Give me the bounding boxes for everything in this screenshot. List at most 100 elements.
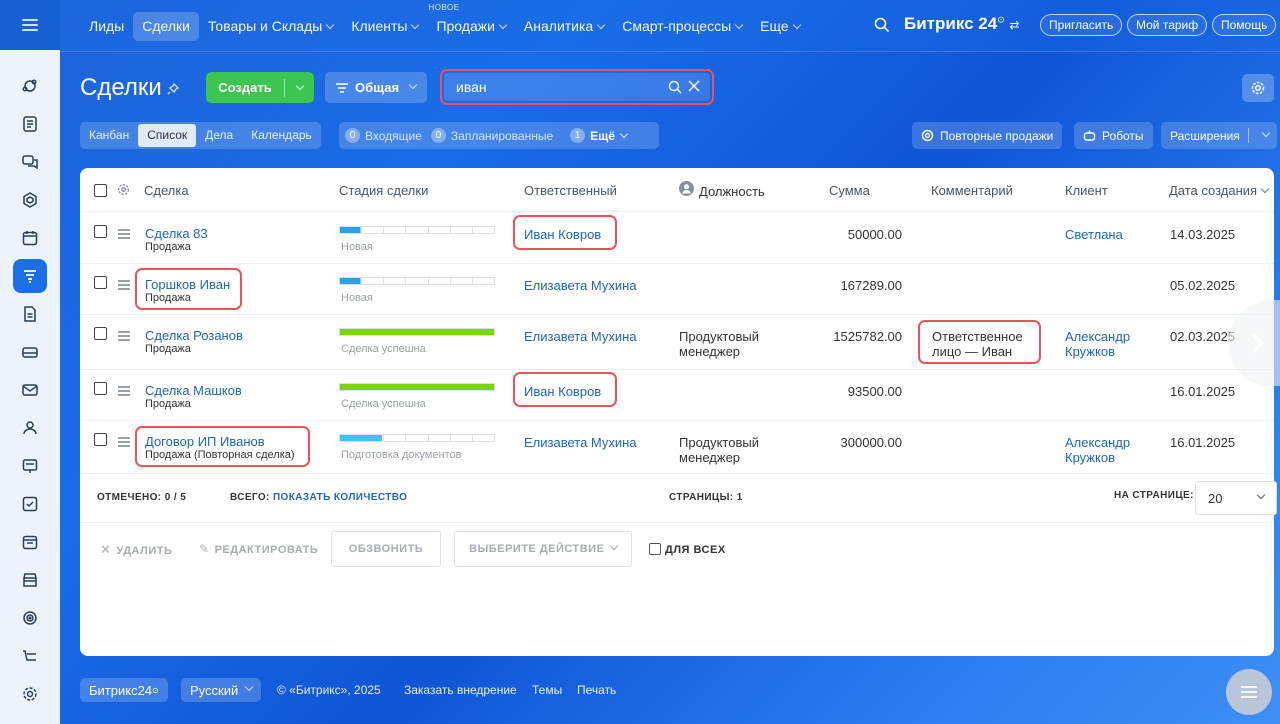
mail-icon[interactable]: [13, 373, 47, 407]
client-link[interactable]: Светлана: [1065, 227, 1123, 242]
language-select[interactable]: Русский: [181, 678, 262, 702]
nav-item-7[interactable]: Еще: [751, 12, 809, 41]
view-tab-2[interactable]: Дела: [205, 128, 234, 142]
row-checkbox[interactable]: [94, 433, 107, 446]
show-count-link[interactable]: ПОКАЗАТЬ КОЛИЧЕСТВО: [272, 492, 408, 503]
responsible-link[interactable]: Иван Ковров: [524, 384, 602, 399]
row-checkbox[interactable]: [94, 225, 107, 238]
search-icon[interactable]: [874, 17, 890, 33]
extensions-button[interactable]: Расширения: [1161, 122, 1277, 149]
create-dropdown-icon[interactable]: [285, 81, 314, 91]
crm-filter-icon[interactable]: [13, 259, 47, 293]
drag-handle-icon[interactable]: [118, 280, 130, 290]
chat-launcher-button[interactable]: [1226, 669, 1272, 715]
deal-title-link[interactable]: Договор ИП Иванов: [145, 434, 265, 449]
col-stage[interactable]: Стадия сделки: [339, 183, 429, 198]
col-responsible[interactable]: Ответственный: [524, 183, 617, 198]
row-checkbox[interactable]: [94, 276, 107, 289]
stage-progress-bar[interactable]: [339, 434, 495, 442]
hexagon-icon[interactable]: [13, 183, 47, 217]
nav-item-6[interactable]: Смарт-процессы: [613, 12, 751, 41]
for-all-checkbox[interactable]: [649, 543, 661, 555]
collab-icon[interactable]: [13, 69, 47, 103]
invite-button[interactable]: Пригласить: [1040, 14, 1123, 36]
client-link[interactable]: Александр Кружков: [1065, 329, 1131, 359]
drive-icon[interactable]: [13, 335, 47, 369]
deal-title-link[interactable]: Сделка Машков: [145, 383, 242, 398]
col-comment[interactable]: Комментарий: [931, 183, 1013, 198]
incoming-label[interactable]: Входящие: [365, 128, 422, 143]
shop-icon[interactable]: [13, 563, 47, 597]
more-counters-button[interactable]: Ещё: [590, 129, 629, 143]
edit-action[interactable]: ✎ РЕДАКТИРОВАТЬ: [199, 542, 318, 556]
chevron-down-icon[interactable]: [1255, 128, 1277, 139]
themes-link[interactable]: Темы: [532, 683, 563, 697]
table-row[interactable]: Горшков Иван Продажа Новая Елизавета Мухина…: [80, 263, 1274, 314]
brand-logo[interactable]: Битрикс 24⊙ ⇄: [904, 14, 1020, 33]
repeat-sales-button[interactable]: Повторные продажи: [912, 122, 1063, 149]
help-button[interactable]: Помощь: [1212, 14, 1277, 36]
responsible-link[interactable]: Елизавета Мухина: [524, 278, 637, 293]
filter-preset-button[interactable]: Общая: [325, 72, 427, 103]
nav-item-1[interactable]: Сделки: [133, 11, 199, 41]
select-action-dropdown[interactable]: ВЫБЕРИТЕ ДЕЙСТВИЕ: [454, 531, 632, 567]
users-icon[interactable]: [13, 411, 47, 445]
view-tab-1[interactable]: Список: [138, 124, 197, 147]
feed-icon[interactable]: [13, 107, 47, 141]
nav-item-5[interactable]: Аналитика: [515, 12, 613, 41]
document-icon[interactable]: [13, 297, 47, 331]
drag-handle-icon[interactable]: [118, 331, 130, 341]
drag-handle-icon[interactable]: [118, 437, 130, 447]
call-button[interactable]: ОБЗВОНИТЬ: [331, 531, 441, 567]
nav-item-4[interactable]: НОВОЕ Продажи: [427, 3, 514, 41]
responsible-link[interactable]: Иван Ковров: [524, 227, 602, 242]
drag-handle-icon[interactable]: [118, 229, 130, 239]
target-icon[interactable]: [13, 601, 47, 635]
deal-title-link[interactable]: Сделка Розанов: [145, 328, 243, 343]
table-row[interactable]: Сделка Машков Продажа Сделка успешна Иван К…: [80, 369, 1274, 420]
table-row[interactable]: Сделка Розанов Продажа Сделка успешна Елиза…: [80, 314, 1274, 369]
col-position[interactable]: Должность: [699, 184, 765, 199]
nav-item-3[interactable]: Клиенты: [342, 12, 427, 41]
brand-footer-button[interactable]: Битрикс24 ⊙: [80, 678, 168, 702]
chat-icon[interactable]: [13, 145, 47, 179]
col-deal[interactable]: Сделка: [144, 183, 189, 198]
create-button[interactable]: Создать: [206, 72, 314, 103]
stage-progress-bar[interactable]: [339, 383, 495, 391]
clear-icon[interactable]: [688, 80, 700, 92]
cart-icon[interactable]: [13, 639, 47, 673]
search-input[interactable]: [456, 79, 656, 95]
print-link[interactable]: Печать: [577, 683, 617, 697]
table-row[interactable]: Сделка 83 Продажа Новая Иван Ковров 50000.00…: [80, 212, 1274, 263]
stage-progress-bar[interactable]: [339, 226, 495, 234]
row-checkbox[interactable]: [94, 382, 107, 395]
search-icon[interactable]: [668, 80, 682, 94]
table-row[interactable]: Договор ИП Иванов Продажа (Повторная сдел…: [80, 420, 1274, 473]
drag-handle-icon[interactable]: [118, 386, 130, 396]
order-link[interactable]: Заказать внедрение: [404, 683, 517, 697]
deal-title-link[interactable]: Сделка 83: [145, 226, 208, 241]
robots-button[interactable]: Роботы: [1074, 122, 1153, 149]
client-link[interactable]: Александр Кружков: [1065, 435, 1131, 465]
menu-icon[interactable]: [0, 0, 60, 50]
row-checkbox[interactable]: [94, 327, 107, 340]
view-tab-3[interactable]: Календарь: [251, 128, 312, 142]
calendar-icon[interactable]: [13, 221, 47, 255]
responsible-link[interactable]: Елизавета Мухина: [524, 435, 637, 450]
stage-progress-bar[interactable]: [339, 328, 495, 336]
settings-button[interactable]: [1242, 74, 1274, 102]
schedule-icon[interactable]: [13, 525, 47, 559]
responsible-link[interactable]: Елизавета Мухина: [524, 329, 637, 344]
select-all-checkbox[interactable]: [94, 184, 107, 197]
deal-title-link[interactable]: Горшков Иван: [145, 277, 231, 292]
col-created[interactable]: Дата создания: [1169, 183, 1270, 198]
nav-item-2[interactable]: Товары и Склады: [199, 12, 342, 41]
per-page-select[interactable]: 20: [1195, 481, 1277, 515]
gear-icon[interactable]: [13, 677, 47, 711]
planned-label[interactable]: Запланированные: [450, 128, 554, 143]
stage-progress-bar[interactable]: [339, 277, 495, 285]
nav-item-0[interactable]: Лиды: [80, 12, 133, 41]
board-icon[interactable]: [13, 449, 47, 483]
delete-action[interactable]: ✕ УДАЛИТЬ: [100, 542, 172, 558]
view-tab-0[interactable]: Канбан: [89, 128, 130, 142]
